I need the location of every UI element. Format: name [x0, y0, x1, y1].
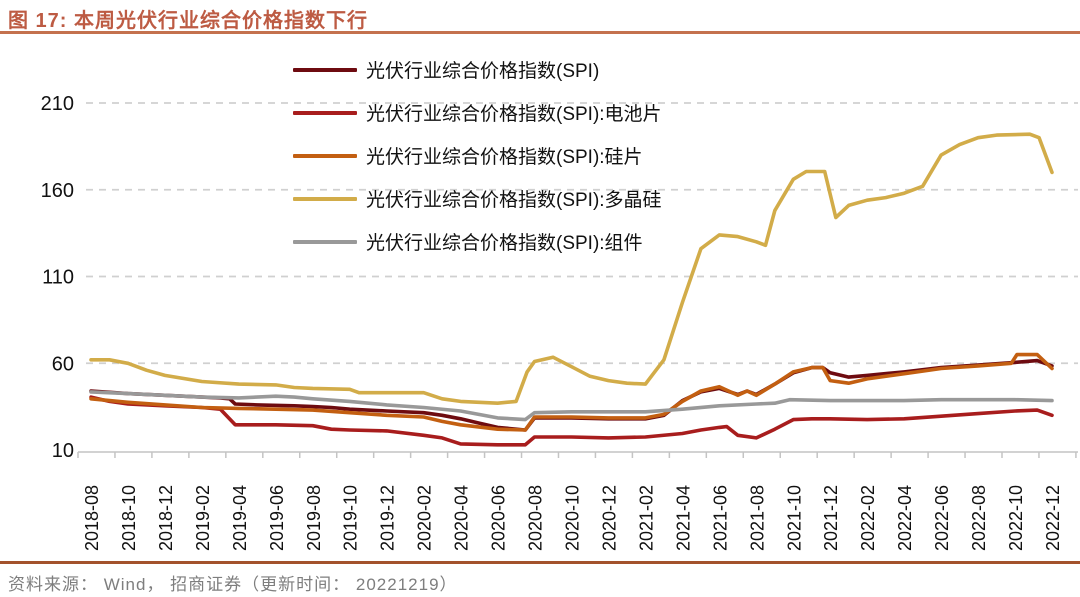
svg-text:2022-06: 2022-06 — [932, 485, 952, 551]
legend-line-swatch — [293, 110, 357, 115]
svg-text:2022-12: 2022-12 — [1043, 485, 1063, 551]
svg-text:60: 60 — [52, 353, 74, 375]
footer-divider: 资料来源： Wind， 招商证券（更新时间： 20221219） — [0, 561, 1080, 595]
source-note: 资料来源： Wind， 招商证券（更新时间： 20221219） — [8, 575, 458, 594]
svg-text:210: 210 — [41, 93, 74, 115]
legend-item-cell: 光伏行业综合价格指数(SPI):电池片 — [293, 91, 662, 134]
legend-item-polysilicon: 光伏行业综合价格指数(SPI):多晶硅 — [293, 177, 662, 220]
chart-legend: 光伏行业综合价格指数(SPI) 光伏行业综合价格指数(SPI):电池片 光伏行业… — [293, 48, 662, 263]
legend-label: 光伏行业综合价格指数(SPI):多晶硅 — [366, 190, 662, 211]
svg-text:10: 10 — [52, 440, 74, 462]
legend-line-swatch — [293, 67, 357, 72]
svg-text:160: 160 — [41, 180, 74, 202]
svg-text:2019-12: 2019-12 — [378, 485, 398, 551]
svg-text:2020-10: 2020-10 — [563, 485, 583, 551]
svg-text:2020-04: 2020-04 — [452, 485, 472, 551]
svg-text:2019-08: 2019-08 — [304, 485, 324, 551]
svg-text:2022-08: 2022-08 — [969, 485, 989, 551]
svg-text:2019-10: 2019-10 — [341, 485, 361, 551]
legend-line-swatch — [293, 153, 357, 158]
legend-label: 光伏行业综合价格指数(SPI):组件 — [366, 233, 643, 254]
legend-line-swatch — [293, 196, 357, 201]
svg-text:2019-04: 2019-04 — [230, 485, 250, 551]
svg-text:2022-04: 2022-04 — [895, 485, 915, 551]
legend-label: 光伏行业综合价格指数(SPI):硅片 — [366, 147, 643, 168]
figure-title: 图 17: 本周光伏行业综合价格指数下行 — [8, 10, 369, 32]
svg-text:2018-10: 2018-10 — [119, 485, 139, 551]
svg-text:110: 110 — [42, 267, 74, 289]
svg-text:2020-06: 2020-06 — [489, 485, 509, 551]
svg-text:2021-08: 2021-08 — [747, 485, 767, 551]
svg-text:2021-02: 2021-02 — [636, 485, 656, 551]
svg-text:2020-12: 2020-12 — [599, 485, 619, 551]
svg-text:2022-10: 2022-10 — [1006, 485, 1026, 551]
legend-item-wafer: 光伏行业综合价格指数(SPI):硅片 — [293, 134, 662, 177]
legend-line-swatch — [293, 239, 357, 244]
legend-item-module: 光伏行业综合价格指数(SPI):组件 — [293, 220, 662, 263]
title-divider — [0, 31, 1080, 34]
svg-text:2021-04: 2021-04 — [673, 485, 693, 551]
svg-text:2021-06: 2021-06 — [710, 485, 730, 551]
svg-text:2021-12: 2021-12 — [821, 485, 841, 551]
price-index-line-chart: 10 60 110 160 210 2018-08 2018-10 2018-12 2019-0… — [41, 93, 1078, 551]
legend-label: 光伏行业综合价格指数(SPI):电池片 — [366, 104, 662, 125]
svg-text:2018-12: 2018-12 — [156, 485, 176, 551]
svg-text:2020-08: 2020-08 — [526, 485, 546, 551]
svg-text:2019-06: 2019-06 — [267, 485, 287, 551]
svg-text:2020-02: 2020-02 — [415, 485, 435, 551]
legend-label: 光伏行业综合价格指数(SPI) — [366, 61, 600, 82]
legend-item-spi: 光伏行业综合价格指数(SPI) — [293, 48, 662, 91]
svg-text:2018-08: 2018-08 — [82, 485, 102, 551]
svg-text:2019-02: 2019-02 — [193, 485, 213, 551]
svg-text:2022-02: 2022-02 — [858, 485, 878, 551]
svg-text:2021-10: 2021-10 — [784, 485, 804, 551]
